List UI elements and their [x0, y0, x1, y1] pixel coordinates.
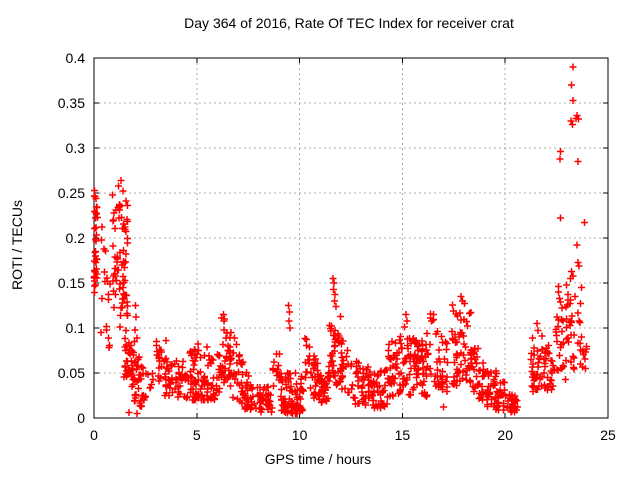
x-tick-label: 25 — [600, 427, 616, 443]
x-tick-label: 20 — [497, 427, 513, 443]
y-tick-label: 0.35 — [58, 95, 85, 111]
x-tick-label: 15 — [395, 427, 411, 443]
y-tick-label: 0 — [77, 410, 85, 426]
chart-title: Day 364 of 2016, Rate Of TEC Index for r… — [184, 15, 514, 31]
x-tick-labels: 0 5 10 15 20 25 — [90, 427, 616, 443]
y-tick-label: 0.15 — [58, 275, 85, 291]
x-tick-label: 0 — [90, 427, 98, 443]
data-points — [90, 63, 590, 417]
y-tick-label: 0.25 — [58, 185, 85, 201]
x-tick-label: 10 — [292, 427, 308, 443]
y-tick-label: 0.2 — [66, 230, 86, 246]
y-tick-label: 0.4 — [66, 50, 86, 66]
plot-border — [93, 57, 609, 419]
gridlines — [94, 58, 608, 418]
scatter-points-path — [90, 63, 590, 417]
y-tick-label: 0.3 — [66, 140, 86, 156]
y-axis-label: ROTI / TECUs — [9, 200, 25, 290]
y-tick-labels: 0 0.05 0.1 0.15 0.2 0.25 0.3 0.35 0.4 — [58, 50, 85, 426]
y-tick-label: 0.05 — [58, 365, 85, 381]
y-tick-label: 0.1 — [66, 320, 86, 336]
x-axis-label: GPS time / hours — [265, 451, 372, 467]
x-tick-label: 5 — [193, 427, 201, 443]
